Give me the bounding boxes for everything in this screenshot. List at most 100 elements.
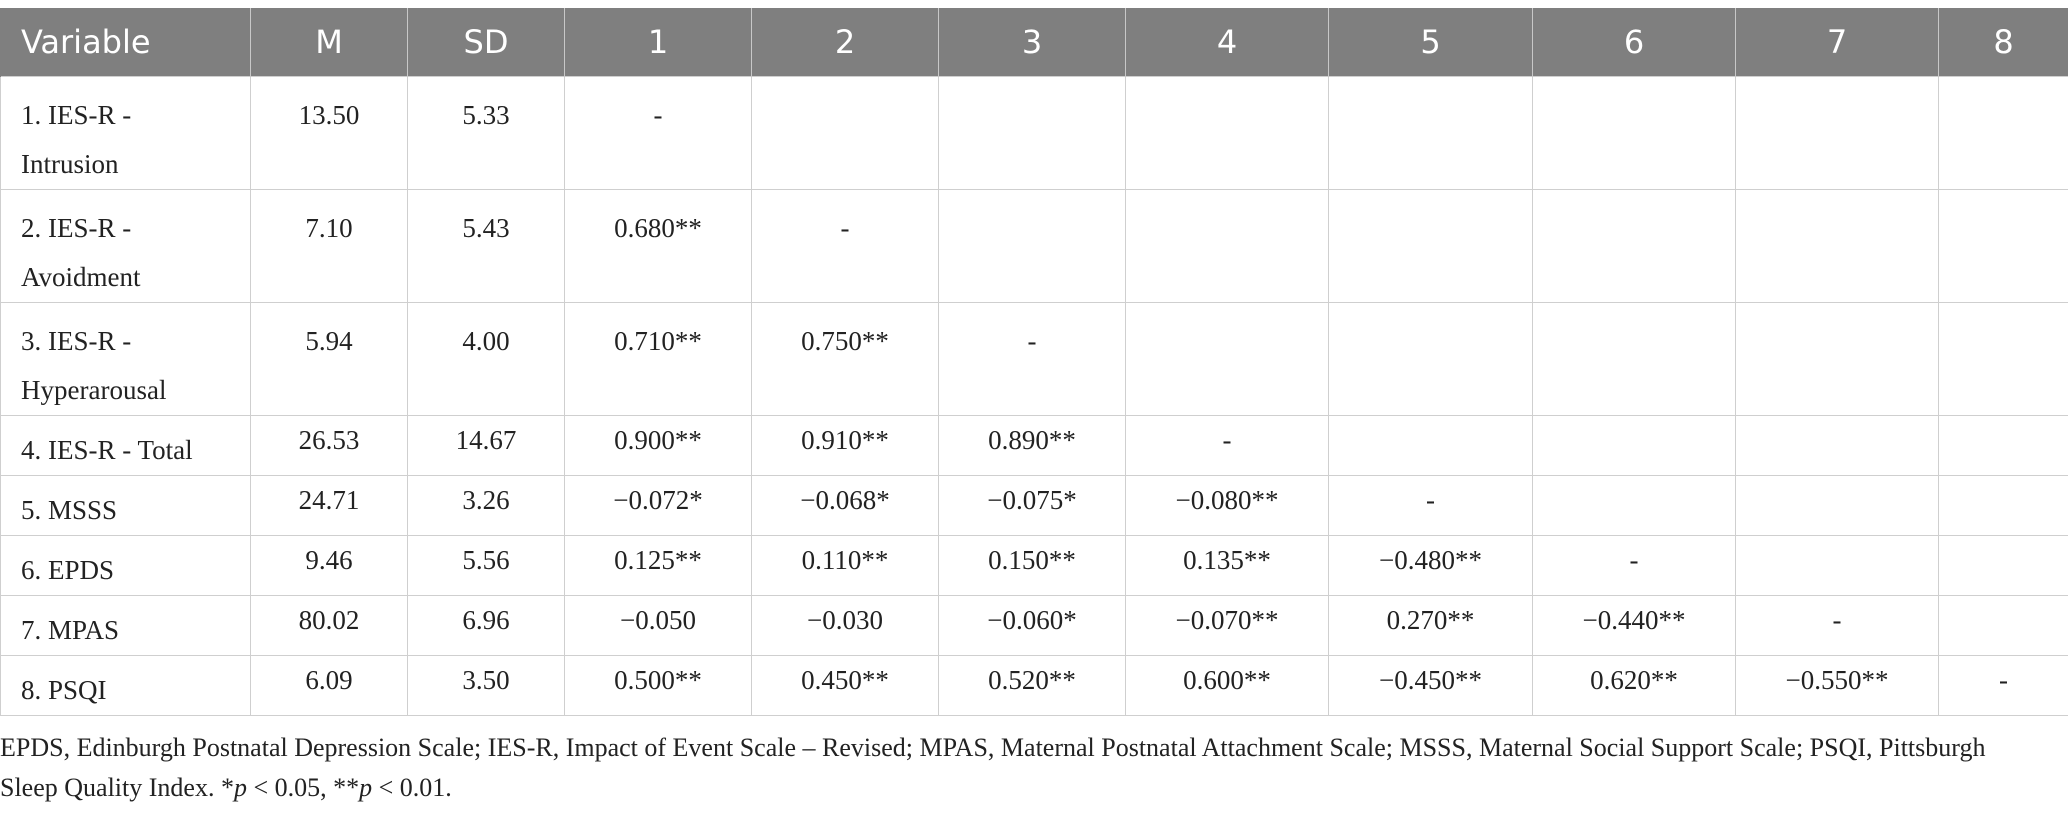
correlation-cell-7 [1735,415,1939,476]
sd-cell: 14.67 [407,415,565,476]
correlation-cell-5 [1328,302,1533,416]
correlation-cell-2: - [751,189,939,303]
header-m: M [250,8,408,77]
correlation-cell-6 [1532,189,1736,303]
correlation-cell-3 [938,76,1126,190]
sd-cell: 3.50 [407,655,565,716]
mean-cell: 5.94 [250,302,408,416]
variable-label-line: Avoidment [21,262,141,292]
header-variable: Variable [0,8,251,77]
correlation-cell-6 [1532,76,1736,190]
correlation-cell-6 [1532,415,1736,476]
footnote-p-symbol: p [359,773,373,802]
correlation-cell-2: −0.030 [751,595,939,656]
correlation-cell-8: - [1938,655,2068,716]
correlation-cell-8 [1938,189,2068,303]
variable-label-line: 2. IES-R - [21,213,132,243]
table-row: 2. IES-R - Avoidment 7.10 5.43 0.680** - [0,189,2068,303]
correlation-cell-1: 0.710** [564,302,752,416]
variable-cell: 5. MSSS [0,475,251,536]
variable-label-line: 8. PSQI [21,675,107,705]
correlation-cell-1: 0.900** [564,415,752,476]
sd-cell: 4.00 [407,302,565,416]
correlation-cell-7 [1735,475,1939,536]
correlation-cell-2: 0.110** [751,535,939,596]
correlation-cell-3: - [938,302,1126,416]
mean-cell: 80.02 [250,595,408,656]
variable-label-line: Intrusion [21,149,119,179]
footnote-text: < 0.05, ** [246,773,360,802]
table-footnote: EPDS, Edinburgh Postnatal Depression Sca… [0,728,2040,808]
correlation-cell-5 [1328,76,1533,190]
variable-label-line: Hyperarousal [21,375,167,405]
correlation-cell-4: −0.080** [1125,475,1329,536]
correlation-cell-5 [1328,189,1533,303]
correlation-cell-3: 0.150** [938,535,1126,596]
sd-cell: 5.56 [407,535,565,596]
header-col-5: 5 [1328,8,1533,77]
correlation-cell-8 [1938,475,2068,536]
variable-label-line: 5. MSSS [21,495,118,525]
correlation-table: Variable M SD 1 2 3 4 5 6 7 8 1. IES-R -… [0,8,2068,716]
correlation-cell-8 [1938,535,2068,596]
footnote-line-1: EPDS, Edinburgh Postnatal Depression Sca… [0,733,1986,762]
correlation-cell-4 [1125,189,1329,303]
correlation-cell-1: 0.680** [564,189,752,303]
footnote-text: Sleep Quality Index. * [0,773,234,802]
correlation-cell-2: 0.750** [751,302,939,416]
mean-cell: 24.71 [250,475,408,536]
header-col-2: 2 [751,8,939,77]
correlation-cell-4 [1125,76,1329,190]
correlation-cell-6: - [1532,535,1736,596]
correlation-cell-4 [1125,302,1329,416]
header-col-3: 3 [938,8,1126,77]
correlation-cell-6 [1532,475,1736,536]
variable-cell: 7. MPAS [0,595,251,656]
correlation-cell-3: 0.520** [938,655,1126,716]
correlation-cell-4: - [1125,415,1329,476]
correlation-cell-5: −0.450** [1328,655,1533,716]
table-row: 1. IES-R - Intrusion 13.50 5.33- [0,76,2068,190]
correlation-cell-8 [1938,415,2068,476]
mean-cell: 13.50 [250,76,408,190]
variable-cell: 6. EPDS [0,535,251,596]
correlation-cell-3 [938,189,1126,303]
sd-cell: 3.26 [407,475,565,536]
variable-cell: 3. IES-R - Hyperarousal [0,302,251,416]
sd-cell: 5.43 [407,189,565,303]
variable-cell: 4. IES-R - Total [0,415,251,476]
correlation-cell-5: −0.480** [1328,535,1533,596]
correlation-cell-7: −0.550** [1735,655,1939,716]
table-row: 4. IES-R - Total 26.53 14.67 0.900** 0.910**… [0,415,2068,476]
footnote-line-2: Sleep Quality Index. *p < 0.05, **p < 0.… [0,768,2040,808]
correlation-cell-3: −0.060* [938,595,1126,656]
correlation-cell-8 [1938,595,2068,656]
header-col-6: 6 [1532,8,1736,77]
correlation-cell-5: 0.270** [1328,595,1533,656]
sd-cell: 5.33 [407,76,565,190]
header-row: Variable M SD 1 2 3 4 5 6 7 8 [0,8,2068,77]
correlation-cell-7: - [1735,595,1939,656]
correlation-table-container: Variable M SD 1 2 3 4 5 6 7 8 1. IES-R -… [0,8,2068,716]
correlation-cell-2: 0.450** [751,655,939,716]
table-row: 7. MPAS 80.02 6.96 −0.050 −0.030 −0.060* −0.07… [0,595,2068,656]
correlation-cell-7 [1735,76,1939,190]
correlation-cell-1: −0.072* [564,475,752,536]
table-row: 8. PSQI 6.09 3.50 0.500** 0.450** 0.520** 0.60… [0,655,2068,716]
correlation-cell-6: −0.440** [1532,595,1736,656]
correlation-cell-4: 0.600** [1125,655,1329,716]
mean-cell: 26.53 [250,415,408,476]
correlation-cell-6 [1532,302,1736,416]
variable-cell: 1. IES-R - Intrusion [0,76,251,190]
correlation-cell-7 [1735,535,1939,596]
variable-label-line: 3. IES-R - [21,326,132,356]
footnote-p-symbol: p [233,773,247,802]
variable-cell: 2. IES-R - Avoidment [0,189,251,303]
header-col-4: 4 [1125,8,1329,77]
footnote-text: < 0.01. [372,773,452,802]
correlation-cell-1: −0.050 [564,595,752,656]
variable-label-line: 7. MPAS [21,615,120,645]
correlation-cell-2: −0.068* [751,475,939,536]
table-row: 3. IES-R - Hyperarousal 5.94 4.00 0.710** 0.7… [0,302,2068,416]
header-sd: SD [407,8,565,77]
